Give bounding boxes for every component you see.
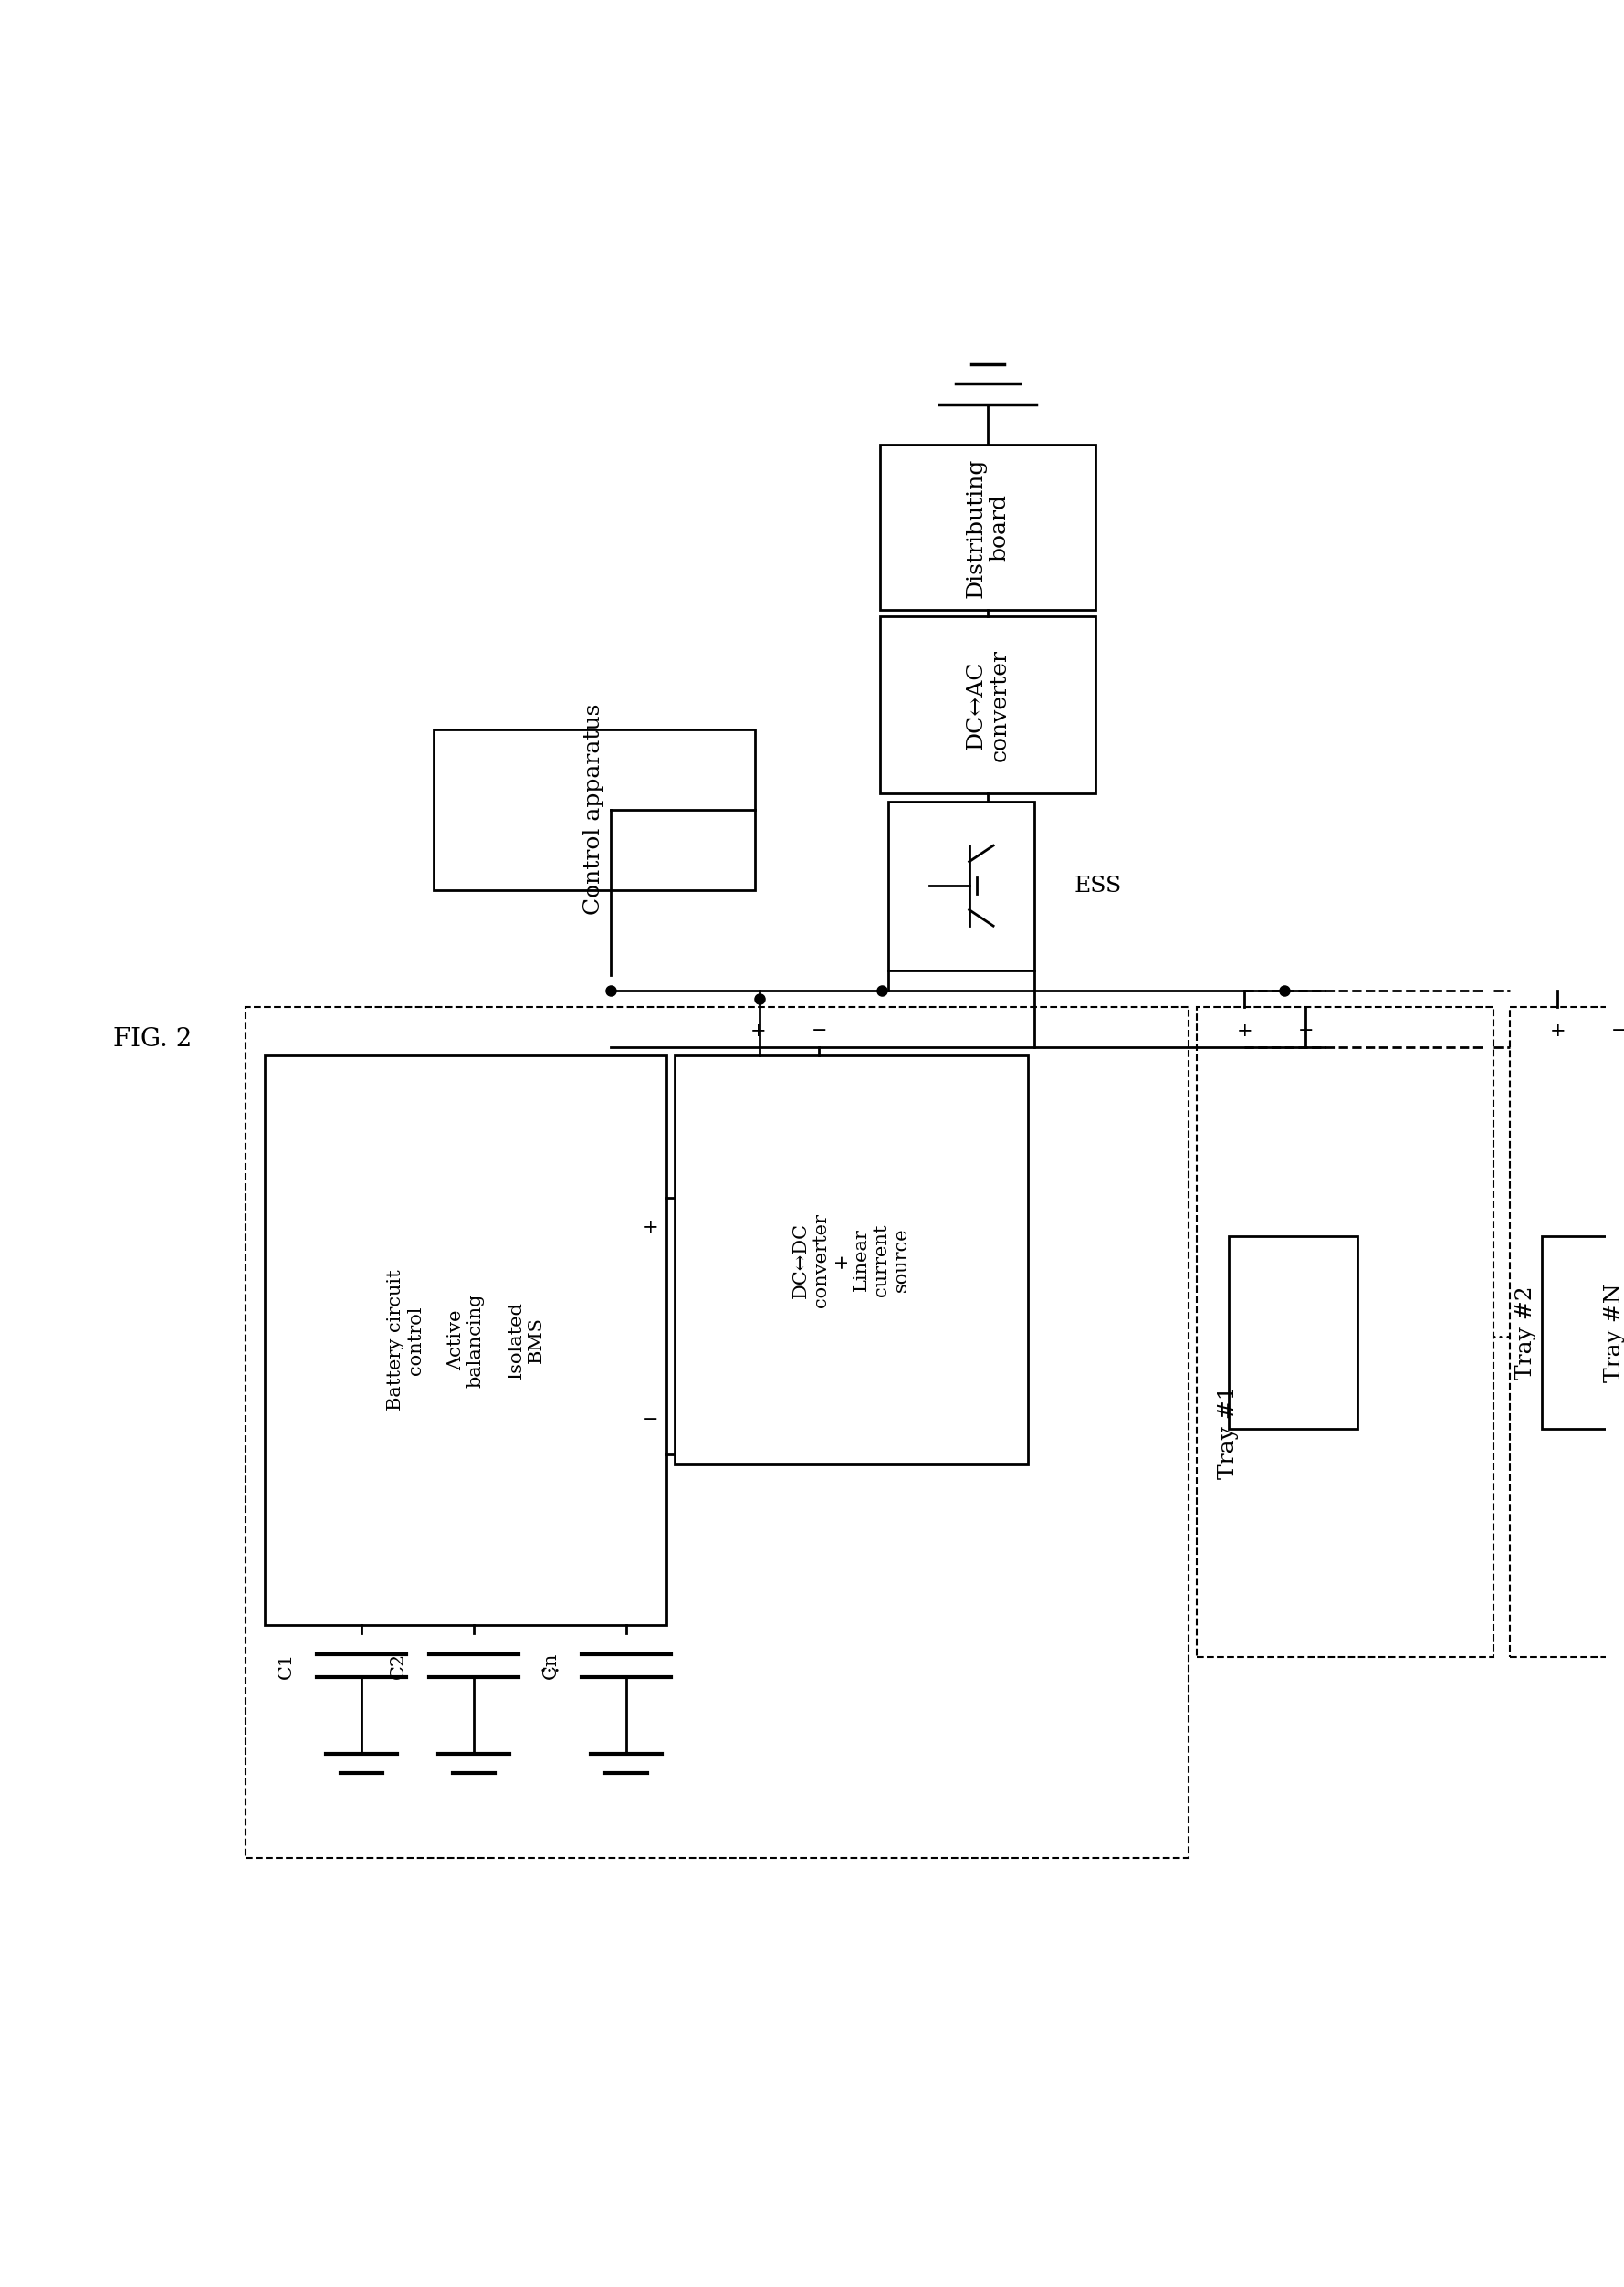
Text: Tray #N: Tray #N bbox=[1603, 1283, 1624, 1381]
Text: Tray #1: Tray #1 bbox=[1218, 1386, 1239, 1480]
Text: ESS: ESS bbox=[1075, 876, 1122, 897]
Bar bbox=[674, 1054, 1028, 1464]
Text: +: + bbox=[1236, 1022, 1252, 1041]
Bar bbox=[880, 446, 1095, 611]
Text: −: − bbox=[1298, 1022, 1314, 1041]
Bar bbox=[1228, 1235, 1358, 1429]
Text: −: − bbox=[810, 1022, 827, 1041]
Text: Control apparatus: Control apparatus bbox=[583, 704, 604, 915]
Bar bbox=[1541, 1235, 1624, 1429]
Bar bbox=[245, 1006, 1189, 1859]
Text: ...: ... bbox=[1491, 1322, 1512, 1342]
Text: DC↔DC
converter
+
Linear
current
source: DC↔DC converter + Linear current source bbox=[793, 1212, 909, 1306]
Text: C2: C2 bbox=[390, 1651, 408, 1679]
Bar bbox=[1510, 1006, 1624, 1658]
Text: Cn: Cn bbox=[542, 1651, 560, 1679]
Bar bbox=[880, 617, 1095, 794]
Bar bbox=[434, 730, 755, 890]
Text: Battery circuit
control

Active
balancing

Isolated
BMS: Battery circuit control Active balancing… bbox=[387, 1269, 544, 1411]
Bar bbox=[1197, 1006, 1494, 1658]
Text: Distributing
board: Distributing board bbox=[965, 457, 1010, 597]
Text: +: + bbox=[643, 1219, 658, 1237]
Text: DC↔AC
converter: DC↔AC converter bbox=[965, 650, 1010, 762]
Text: −: − bbox=[643, 1411, 658, 1429]
Bar bbox=[888, 800, 1034, 970]
Text: +: + bbox=[1549, 1022, 1566, 1041]
Text: C1: C1 bbox=[278, 1651, 294, 1679]
Text: ...: ... bbox=[539, 1656, 560, 1676]
Text: Tray #2: Tray #2 bbox=[1515, 1285, 1536, 1379]
Text: FIG. 2: FIG. 2 bbox=[114, 1027, 192, 1052]
Bar bbox=[265, 1054, 666, 1626]
Text: +: + bbox=[750, 1022, 767, 1041]
Text: −: − bbox=[1611, 1022, 1624, 1041]
